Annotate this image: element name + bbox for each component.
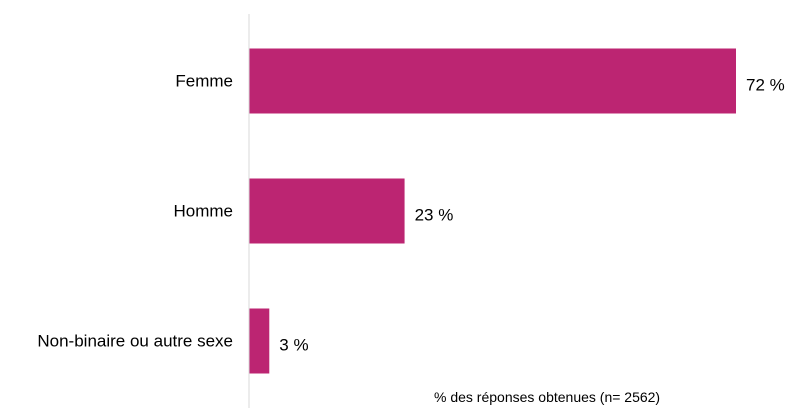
category-label-2: Non-binaire ou autre sexe — [37, 332, 233, 351]
value-label-2: 3 % — [279, 336, 308, 355]
category-labels-group: Femme Homme Non-binaire ou autre sexe — [37, 72, 233, 351]
value-labels-group: 72 % 23 % 3 % — [279, 76, 784, 355]
value-label-1: 23 % — [415, 206, 454, 225]
value-label-0: 72 % — [746, 76, 785, 95]
bar-1 — [249, 178, 405, 244]
bar-0 — [249, 48, 736, 114]
bar-2 — [249, 308, 270, 374]
chart-footnote: % des réponses obtenues (n= 2562) — [434, 389, 661, 405]
bars-group — [249, 48, 736, 374]
category-label-1: Homme — [173, 202, 233, 221]
category-label-0: Femme — [175, 72, 233, 91]
